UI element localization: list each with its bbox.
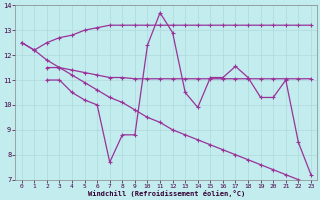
- X-axis label: Windchill (Refroidissement éolien,°C): Windchill (Refroidissement éolien,°C): [88, 190, 245, 197]
